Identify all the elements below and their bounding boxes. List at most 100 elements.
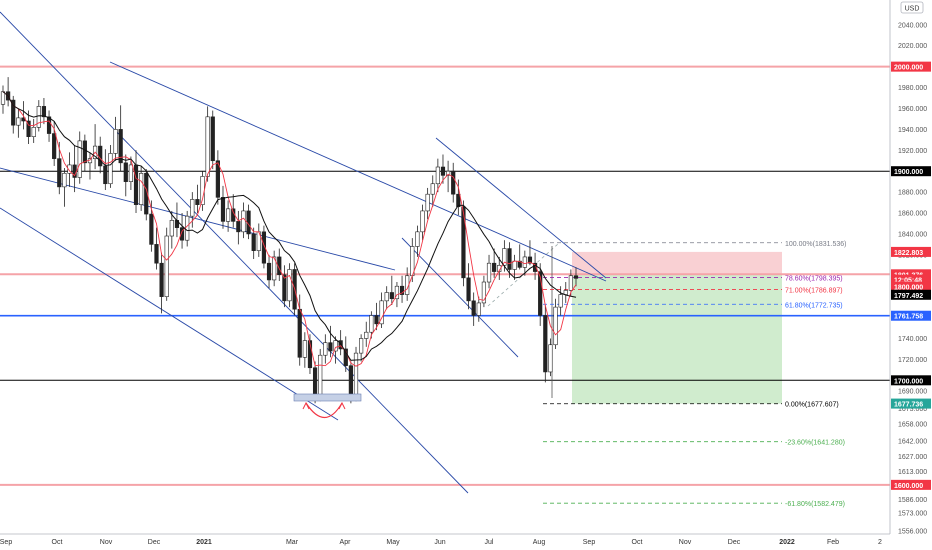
take-profit-zone	[572, 274, 782, 404]
candle-body	[323, 342, 328, 356]
price-tick-label: 1586.000	[898, 497, 927, 504]
candle-body	[41, 106, 47, 118]
stop-loss-zone	[572, 251, 782, 275]
time-tick-label: Nov	[100, 539, 113, 546]
candle-body	[512, 260, 517, 270]
fibonacci-levels: 100.00%(1831.536) 78.60%(1798.395) 71.00%(…	[543, 241, 847, 508]
candle-body	[415, 231, 420, 247]
candle-body	[215, 160, 220, 198]
candle-body	[98, 145, 103, 167]
candle-body	[364, 331, 369, 339]
price-axis: USD 2040.000 2020.000 2000.000 1980.000 1960.…	[889, 0, 932, 550]
price-badge-label: 1677.736	[894, 402, 923, 409]
price-badge	[891, 289, 931, 300]
candle-body	[220, 197, 226, 222]
candle-body	[133, 164, 139, 205]
price-tick-label: 1556.000	[898, 528, 927, 535]
price-badge-label: 1900.000	[894, 169, 923, 176]
candle-body	[318, 354, 323, 398]
candle-body	[481, 281, 487, 304]
candle-body	[297, 308, 302, 358]
candle-body	[26, 120, 31, 137]
candle-body	[338, 340, 343, 350]
price-tick-label: 1673.000	[898, 406, 927, 413]
candle-body	[185, 215, 190, 241]
candle-body	[563, 290, 568, 295]
currency-badge	[900, 1, 924, 14]
candle-body	[384, 292, 389, 302]
price-tick-label: 1658.000	[898, 422, 927, 429]
candle-body	[282, 274, 287, 302]
candle-body	[466, 277, 471, 302]
candle-body	[266, 262, 272, 281]
candle-body	[46, 116, 52, 134]
time-tick-label: Aug	[533, 539, 546, 546]
candle-body	[169, 220, 174, 237]
candle-body	[425, 193, 430, 212]
price-tick-label: 1573.000	[898, 511, 927, 518]
candle-body	[359, 338, 364, 354]
candle-body	[430, 183, 435, 195]
fib-label-1: 78.60%(1798.395)	[785, 275, 843, 282]
candle-body	[399, 285, 405, 295]
time-tick-label: Mar	[286, 539, 299, 546]
candle-body	[195, 199, 200, 205]
candle-body	[118, 129, 123, 164]
candle-body	[507, 248, 512, 270]
candle-body	[236, 221, 241, 233]
candle-body	[543, 315, 548, 373]
candle-body	[128, 164, 134, 182]
time-tick-label: Dec	[148, 539, 161, 546]
price-badge	[891, 166, 931, 177]
time-tick-label: Jun	[434, 539, 445, 546]
candle-body	[108, 153, 113, 185]
candle-body	[103, 165, 108, 185]
candle-body	[164, 235, 169, 297]
candle-body	[456, 193, 461, 208]
candles	[0, 77, 579, 404]
double-bottom-box	[293, 393, 362, 402]
candle-body	[77, 140, 82, 178]
trend-line-4	[435, 137, 607, 279]
candle-body	[573, 275, 579, 279]
candle-body	[486, 262, 492, 283]
candle-body	[445, 170, 451, 176]
candle-body	[0, 91, 6, 105]
candle-body	[139, 172, 144, 205]
price-badge	[891, 398, 931, 409]
candle-body	[261, 231, 267, 264]
fib-label-0: 100.00%(1831.536)	[785, 241, 847, 248]
fib-label-6: -61.80%(1582.479)	[785, 501, 845, 508]
price-badge	[891, 246, 931, 257]
candle-body	[333, 340, 338, 352]
time-tick-label: 2	[878, 539, 882, 546]
fib-label-3: 61.80%(1772.735)	[785, 302, 843, 309]
price-tick-label: 1627.000	[898, 454, 927, 461]
time-axis-background	[0, 534, 932, 550]
time-tick-label: Feb	[827, 539, 839, 546]
candle-body	[149, 213, 154, 245]
time-tick-label: Sep	[583, 539, 596, 546]
price-tick-label: 1613.000	[898, 469, 927, 476]
candle-body	[82, 140, 87, 164]
time-tick-label: Apr	[340, 539, 352, 546]
candle-body	[517, 260, 522, 268]
candle-body	[57, 158, 62, 188]
candle-body	[440, 166, 446, 176]
candle-body	[272, 256, 277, 281]
candle-body	[568, 275, 573, 291]
candle-body	[179, 227, 185, 241]
price-tick-label: 2040.000	[898, 22, 927, 29]
time-tick-label: May	[386, 539, 400, 546]
candle-body	[190, 199, 195, 217]
price-badge-label: 1822.803	[894, 250, 923, 257]
candle-body	[31, 126, 36, 137]
price-badge	[891, 269, 931, 280]
price-badge-label: 1600.000	[894, 483, 923, 490]
time-tick-label: Jul	[485, 539, 494, 546]
candle-body	[451, 170, 456, 195]
candle-body	[389, 292, 394, 300]
candle-body	[241, 210, 246, 233]
candle-body	[435, 166, 440, 185]
